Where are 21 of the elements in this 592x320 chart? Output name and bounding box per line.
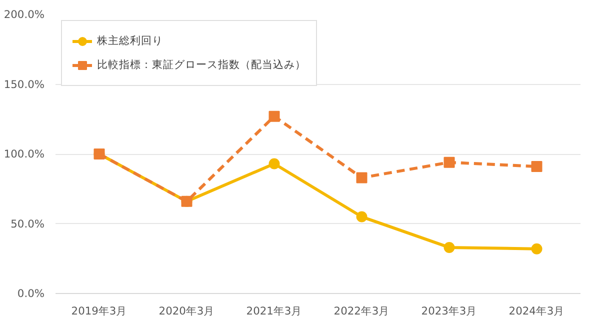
legend-label: 株主総利回り bbox=[97, 34, 163, 48]
point bbox=[531, 243, 542, 254]
point bbox=[531, 161, 542, 172]
point bbox=[268, 158, 280, 170]
y-tick-label: 200.0% bbox=[4, 8, 45, 21]
x-tick-label: 2019年3月 bbox=[71, 304, 128, 318]
point bbox=[444, 242, 455, 253]
y-tick-label: 50.0% bbox=[10, 217, 45, 230]
point bbox=[444, 156, 455, 168]
point bbox=[356, 211, 368, 222]
point bbox=[268, 110, 280, 122]
point bbox=[356, 172, 368, 184]
x-tick-label: 2023年3月 bbox=[421, 304, 478, 318]
y-tick-label: 0.0% bbox=[17, 287, 45, 300]
y-tick-label: 150.0% bbox=[4, 78, 45, 91]
x-tick-label: 2024年3月 bbox=[508, 304, 565, 318]
legend-label: 比較指標：東証グロース指数（配当込み） bbox=[97, 58, 306, 72]
y-tick-label: 100.0% bbox=[4, 148, 45, 160]
x-tick-label: 2022年3月 bbox=[334, 304, 390, 318]
x-tick-label: 2021年3月 bbox=[246, 304, 302, 318]
x-tick-label: 2020年3月 bbox=[158, 304, 215, 318]
